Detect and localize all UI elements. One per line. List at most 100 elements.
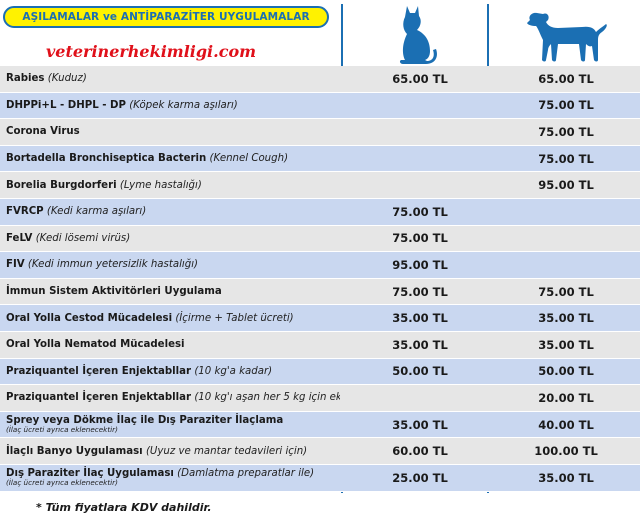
service-note: (Kedi karma aşıları) <box>46 206 147 218</box>
cat-price <box>360 93 480 119</box>
cat-price: 35.00 TL <box>392 311 448 326</box>
cat-price: 95.00 TL <box>392 257 448 272</box>
cat-price: 25.00 TL <box>392 470 448 485</box>
table-row: Borelia Burgdorferi (Lyme hastalığı) 95.0… <box>0 172 640 199</box>
service-line: Praziquantel İçeren Enjektabllar (10 kg'… <box>6 392 340 403</box>
service-cell: Oral Yolla Nematod Mücadelesi <box>6 332 340 358</box>
service-name: İmmun Sistem Aktivitörleri Uygulama <box>6 286 222 298</box>
service-note: (Uyuz ve mantar tedavileri için) <box>145 445 308 457</box>
service-cell: Bortadella Bronchiseptica Bacterin (Kenn… <box>6 146 340 172</box>
service-cell: Rabies (Kuduz) <box>6 66 340 92</box>
table-row: Oral Yolla Cestod Mücadelesi (İçirme + T… <box>0 305 640 332</box>
service-name: Sprey veya Dökme İlaç ile Dış Paraziter … <box>6 415 284 427</box>
cat-price: 65.00 TL <box>392 71 448 86</box>
table-row: Oral Yolla Nematod Mücadelesi 35.00 TL 35.… <box>0 331 640 359</box>
service-line: Oral Yolla Nematod Mücadelesi <box>6 339 340 350</box>
dog-price: 65.00 TL <box>538 71 594 86</box>
dog-price: 35.00 TL <box>538 337 594 352</box>
dog-price: 40.00 TL <box>538 417 594 432</box>
cat-price: 75.00 TL <box>392 204 448 219</box>
service-line: Rabies (Kuduz) <box>6 73 340 84</box>
table-row: Praziquantel İçeren Enjektabllar (10 kg'… <box>0 385 640 412</box>
service-line: Oral Yolla Cestod Mücadelesi (İçirme + T… <box>6 313 340 324</box>
dog-price: 35.00 TL <box>538 470 594 485</box>
service-name: Borelia Burgdorferi <box>6 179 117 191</box>
table-row: Praziquantel İçeren Enjektabllar (10 kg'… <box>0 358 640 386</box>
service-note: (İçirme + Tablet ücreti) <box>175 312 294 324</box>
table-row: İmmun Sistem Aktivitörleri Uygulama 75.00… <box>0 278 640 306</box>
service-cell: Borelia Burgdorferi (Lyme hastalığı) <box>6 172 340 198</box>
service-cell: Praziquantel İçeren Enjektabllar (10 kg'… <box>6 385 340 411</box>
service-name: İlaçlı Banyo Uygulaması <box>6 445 143 457</box>
service-line: İmmun Sistem Aktivitörleri Uygulama <box>6 286 340 297</box>
service-note: (Köpek karma aşıları) <box>129 99 238 111</box>
cat-price <box>360 119 480 145</box>
table-row: FeLV (Kedi lösemi virüs) 75.00 TL <box>0 225 640 253</box>
dog-price <box>506 226 626 252</box>
service-cell: Sprey veya Dökme İlaç ile Dış Paraziter … <box>6 412 340 438</box>
service-cell: Dış Paraziter İlaç Uygulaması (Damlatma … <box>6 465 340 491</box>
dog-price: 100.00 TL <box>534 444 598 459</box>
dog-price: 50.00 TL <box>538 364 594 379</box>
vat-footnote: * Tüm fiyatlara KDV dahildir. <box>36 501 212 514</box>
service-line: Dış Paraziter İlaç Uygulaması (Damlatma … <box>6 468 340 479</box>
service-note: (10 kg'ı aşan her 5 kg için ek) <box>194 392 340 404</box>
service-line: DHPPi+L - DHPL - DP (Köpek karma aşıları… <box>6 100 340 111</box>
cat-price: 35.00 TL <box>392 417 448 432</box>
service-cell: İlaçlı Banyo Uygulaması (Uyuz ve mantar … <box>6 438 340 464</box>
service-name: DHPPi+L - DHPL - DP <box>6 99 126 111</box>
service-name: FeLV <box>6 232 33 244</box>
service-note: (Kedi immun yetersizlik hastalığı) <box>27 259 199 271</box>
service-cell: Corona Virus <box>6 119 340 145</box>
cat-price <box>360 172 480 198</box>
cat-price: 35.00 TL <box>392 337 448 352</box>
dog-price: 35.00 TL <box>538 311 594 326</box>
service-note: (Kuduz) <box>47 73 87 85</box>
dog-price: 75.00 TL <box>538 124 594 139</box>
service-name: Praziquantel İçeren Enjektabllar <box>6 365 192 377</box>
service-note: (Kennel Cough) <box>209 153 289 165</box>
service-name: FIV <box>6 259 25 271</box>
cat-price: 75.00 TL <box>392 284 448 299</box>
service-line: Bortadella Bronchiseptica Bacterin (Kenn… <box>6 153 340 164</box>
dog-price: 20.00 TL <box>538 390 594 405</box>
service-line: FeLV (Kedi lösemi virüs) <box>6 233 340 244</box>
cat-icon <box>399 6 437 64</box>
cat-price: 50.00 TL <box>392 364 448 379</box>
service-line: FVRCP (Kedi karma aşıları) <box>6 206 340 217</box>
service-note: (Lyme hastalığı) <box>119 179 202 191</box>
page-title: AŞILAMALAR ve ANTİPARAZİTER UYGULAMALAR <box>3 6 329 28</box>
service-line: Corona Virus <box>6 126 340 137</box>
service-name: Bortadella Bronchiseptica Bacterin <box>6 153 207 165</box>
table-row: DHPPi+L - DHPL - DP (Köpek karma aşıları… <box>0 92 640 120</box>
dog-price <box>506 199 626 225</box>
service-note: (10 kg'a kadar) <box>194 365 273 377</box>
cat-price <box>360 146 480 172</box>
table-row: Corona Virus 75.00 TL <box>0 119 640 146</box>
service-subnote: (İlaç ücreti ayrıca eklenecektir) <box>6 425 118 435</box>
service-name: Oral Yolla Cestod Mücadelesi <box>6 312 173 324</box>
table-row: Dış Paraziter İlaç Uygulaması (Damlatma … <box>0 464 640 492</box>
dog-price <box>506 252 626 278</box>
dog-price: 95.00 TL <box>538 178 594 193</box>
service-cell: FeLV (Kedi lösemi virüs) <box>6 226 340 252</box>
service-cell: Praziquantel İçeren Enjektabllar (10 kg'… <box>6 359 340 385</box>
dog-price: 75.00 TL <box>538 98 594 113</box>
service-cell: Oral Yolla Cestod Mücadelesi (İçirme + T… <box>6 305 340 331</box>
service-name: Rabies <box>6 73 45 85</box>
service-note: (Damlatma preparatlar ile) <box>177 468 315 480</box>
service-cell: FIV (Kedi immun yetersizlik hastalığı) <box>6 252 340 278</box>
service-cell: DHPPi+L - DHPL - DP (Köpek karma aşıları… <box>6 93 340 119</box>
service-line: İlaçlı Banyo Uygulaması (Uyuz ve mantar … <box>6 446 340 457</box>
cat-price: 75.00 TL <box>392 231 448 246</box>
table-row: Rabies (Kuduz) 65.00 TL 65.00 TL <box>0 66 640 93</box>
service-line: Borelia Burgdorferi (Lyme hastalığı) <box>6 180 340 191</box>
price-table: Rabies (Kuduz) 65.00 TL 65.00 TL DHPPi+L - … <box>0 66 640 492</box>
cat-price: 60.00 TL <box>392 444 448 459</box>
cat-price <box>360 385 480 411</box>
table-row: FIV (Kedi immun yetersizlik hastalığı) 95… <box>0 252 640 279</box>
service-name: Dış Paraziter İlaç Uygulaması <box>6 468 174 480</box>
dog-price: 75.00 TL <box>538 284 594 299</box>
dog-price: 75.00 TL <box>538 151 594 166</box>
